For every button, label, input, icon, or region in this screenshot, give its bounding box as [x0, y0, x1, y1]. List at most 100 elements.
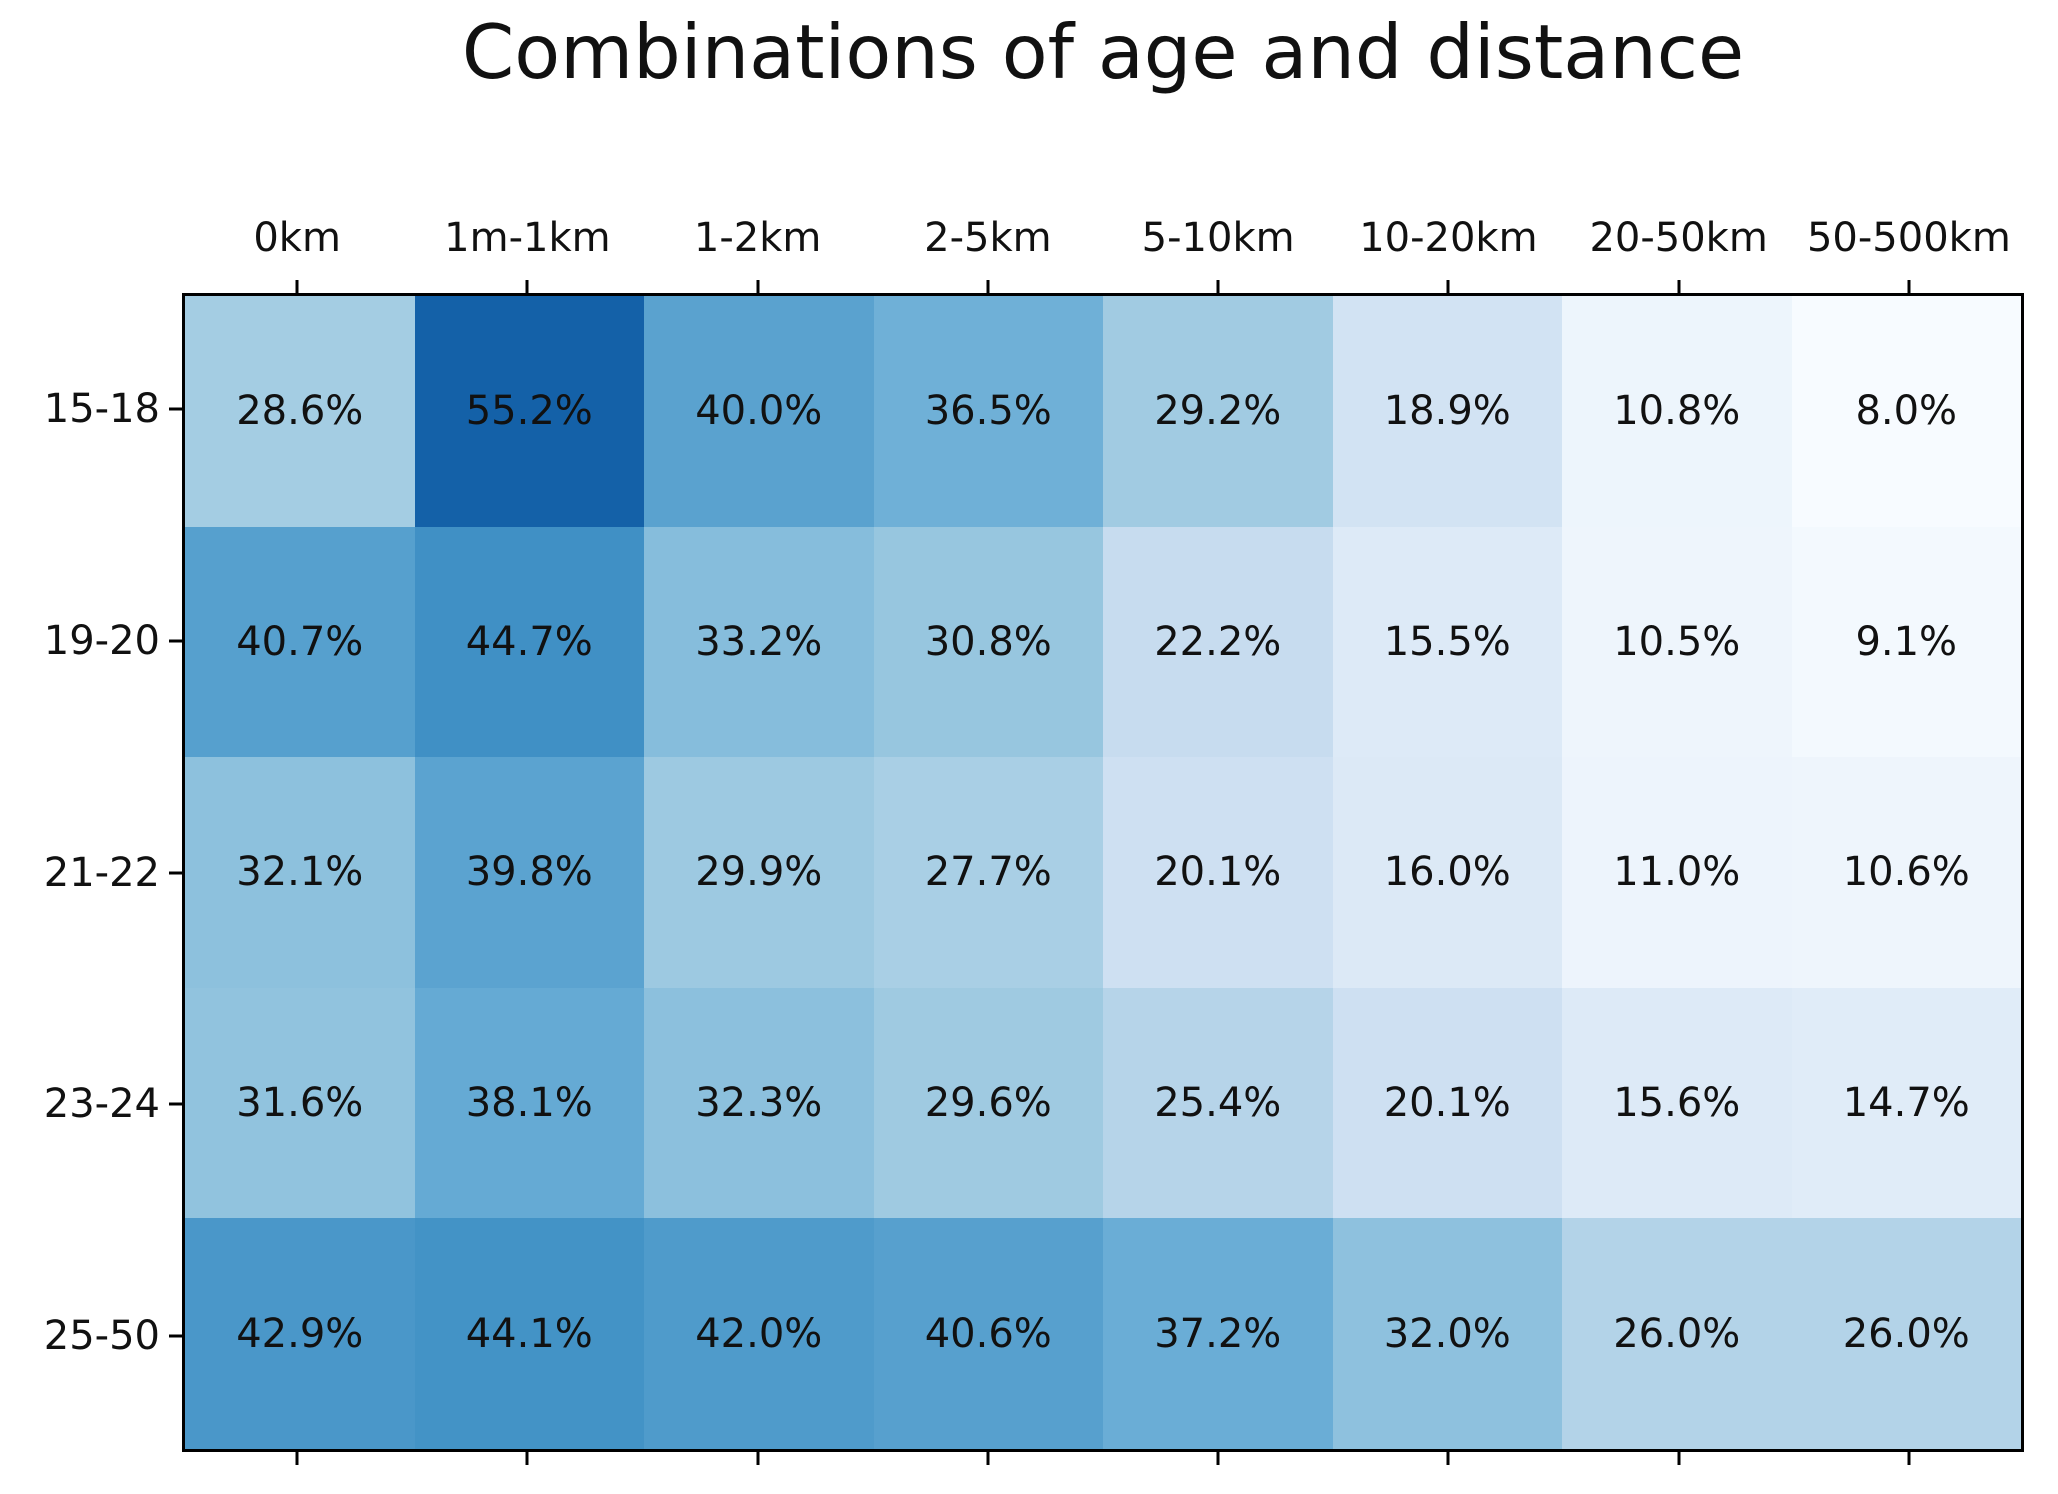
heatmap-cell: 40.0% [644, 296, 874, 527]
y-tick-left [169, 871, 182, 874]
y-tick-label: 25-50 [43, 1313, 160, 1360]
heatmap-cell: 40.6% [873, 1218, 1103, 1449]
cell-value: 20.1% [1383, 1080, 1511, 1127]
x-tick-bottom [1677, 1452, 1681, 1465]
heatmap-cell: 42.9% [185, 1218, 415, 1449]
y-tick-left [169, 1102, 182, 1106]
cell-value: 28.6% [236, 388, 364, 435]
x-tick-top [1216, 280, 1220, 293]
chart-title: Combinations of age and distance [461, 8, 1745, 96]
cell-value: 15.6% [1613, 1080, 1741, 1127]
cell-value: 42.9% [236, 1310, 364, 1357]
x-tick-label: 2-5km [924, 215, 1052, 261]
x-tick-top [986, 280, 990, 293]
x-tick-bottom [1216, 1452, 1220, 1465]
x-tick-bottom [525, 1452, 529, 1465]
heatmap-cell: 15.5% [1332, 526, 1562, 758]
cell-value: 29.6% [924, 1080, 1052, 1127]
heatmap-cell: 29.6% [873, 987, 1103, 1219]
cell-value: 29.2% [1154, 388, 1282, 435]
heatmap-cell: 31.6% [185, 987, 415, 1219]
heatmap-cell: 25.4% [1103, 987, 1333, 1219]
heatmap-cell: 10.5% [1562, 526, 1792, 758]
cell-value: 31.6% [236, 1080, 364, 1127]
heatmap-cell: 36.5% [873, 296, 1103, 527]
heatmap-cell: 16.0% [1332, 757, 1562, 988]
y-tick-label: 23-24 [43, 1081, 160, 1128]
x-tick-bottom [1907, 1452, 1911, 1465]
heatmap-cell: 14.7% [1791, 987, 2021, 1219]
cell-value: 55.2% [465, 388, 593, 435]
x-tick-top [295, 280, 299, 293]
heatmap-cell: 20.1% [1332, 987, 1562, 1219]
heatmap-cell: 55.2% [414, 296, 644, 527]
cell-value: 33.2% [695, 618, 823, 665]
y-tick-label: 19-20 [43, 617, 160, 664]
cell-value: 36.5% [924, 388, 1052, 435]
cell-value: 30.8% [924, 618, 1052, 665]
cell-value: 14.7% [1842, 1080, 1970, 1127]
heatmap-cell: 30.8% [873, 526, 1103, 758]
heatmap-cell: 44.1% [414, 1218, 644, 1449]
cell-value: 42.0% [695, 1310, 823, 1357]
heatmap-cell: 26.0% [1791, 1218, 2021, 1449]
x-tick-label: 50-500km [1806, 215, 2011, 261]
x-tick-label: 20-50km [1589, 215, 1768, 261]
cell-value: 37.2% [1154, 1310, 1282, 1357]
heatmap-cell: 29.9% [644, 757, 874, 988]
cell-value: 40.7% [236, 618, 364, 665]
cell-value: 44.1% [465, 1310, 593, 1357]
heatmap-cell: 28.6% [185, 296, 415, 527]
cell-value: 10.8% [1613, 388, 1741, 435]
heatmap-cell: 29.2% [1103, 296, 1333, 527]
heatmap-cell: 32.3% [644, 987, 874, 1219]
cell-value: 40.6% [924, 1310, 1052, 1357]
cell-value: 44.7% [465, 618, 593, 665]
y-tick-left [169, 1334, 182, 1338]
cell-value: 25.4% [1154, 1080, 1282, 1127]
heatmap-cell: 37.2% [1103, 1218, 1333, 1449]
x-tick-bottom [756, 1452, 760, 1465]
cell-value: 32.1% [236, 849, 364, 896]
x-tick-label: 0km [253, 215, 341, 261]
x-tick-top [1677, 280, 1681, 293]
cell-value: 9.1% [1855, 618, 1958, 665]
cell-value: 11.0% [1613, 849, 1741, 896]
cell-value: 16.0% [1383, 849, 1511, 896]
cell-value: 32.3% [695, 1080, 823, 1127]
cell-value: 10.5% [1613, 618, 1741, 665]
x-tick-bottom [986, 1452, 990, 1465]
heatmap-cell: 20.1% [1103, 757, 1333, 988]
heatmap-cell: 33.2% [644, 526, 874, 758]
y-tick-label: 21-22 [43, 849, 160, 896]
y-tick-left [169, 639, 182, 643]
cell-value: 39.8% [465, 849, 593, 896]
heatmap-cell: 15.6% [1562, 987, 1792, 1219]
heatmap-cell: 10.6% [1791, 757, 2021, 988]
x-tick-top [1446, 280, 1450, 293]
heatmap-cell: 44.7% [414, 526, 644, 758]
heatmap-cell: 9.1% [1791, 526, 2021, 758]
cell-value: 22.2% [1154, 618, 1282, 665]
cell-value: 29.9% [695, 849, 823, 896]
heatmap-plot: 28.6% 55.2% 40.0% 36.5% 29.2% 18.9% 10.8% 8.0% 4… [182, 293, 2024, 1452]
x-tick-bottom [1446, 1452, 1450, 1465]
cell-value: 20.1% [1154, 849, 1282, 896]
cell-value: 26.0% [1613, 1310, 1741, 1357]
heatmap-cell: 27.7% [873, 757, 1103, 988]
x-tick-label: 10-20km [1359, 215, 1538, 261]
cell-value: 27.7% [924, 849, 1052, 896]
heatmap-cell: 32.0% [1332, 1218, 1562, 1449]
heatmap-cell: 11.0% [1562, 757, 1792, 988]
heatmap-cell: 40.7% [185, 526, 415, 758]
heatmap-cell: 10.8% [1562, 296, 1792, 527]
y-tick-label: 15-18 [43, 385, 160, 432]
x-tick-label: 1-2km [693, 215, 822, 261]
heatmap-cell: 42.0% [644, 1218, 874, 1449]
heatmap-cell: 8.0% [1791, 296, 2021, 527]
x-tick-top [1907, 280, 1911, 293]
cell-value: 15.5% [1383, 618, 1511, 665]
x-tick-label: 5-10km [1141, 215, 1295, 261]
heatmap-cell: 18.9% [1332, 296, 1562, 527]
